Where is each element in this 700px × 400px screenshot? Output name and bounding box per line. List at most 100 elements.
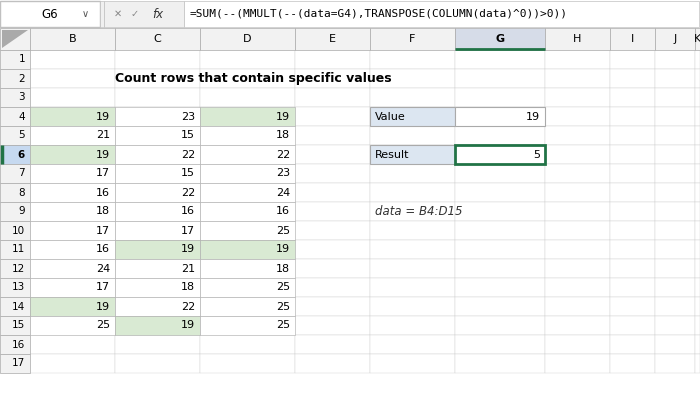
Bar <box>200 50 295 69</box>
Text: G6: G6 <box>42 8 58 20</box>
Bar <box>200 259 295 278</box>
Bar <box>184 1 699 27</box>
Bar <box>30 316 115 335</box>
Bar <box>0 240 30 259</box>
Bar <box>370 107 455 126</box>
Bar <box>115 126 200 145</box>
Bar <box>115 145 200 164</box>
Bar <box>545 221 610 240</box>
Bar <box>610 297 655 316</box>
Bar <box>455 259 545 278</box>
Bar <box>695 28 700 50</box>
Bar <box>295 297 370 316</box>
Bar <box>115 107 200 126</box>
Bar <box>200 335 295 354</box>
Bar <box>0 69 30 88</box>
Text: 16: 16 <box>96 244 110 254</box>
Bar <box>200 69 295 88</box>
Bar <box>370 50 455 69</box>
Text: 22: 22 <box>181 302 195 312</box>
Bar <box>295 354 370 373</box>
Bar <box>200 354 295 373</box>
Text: 16: 16 <box>96 188 110 198</box>
Bar <box>115 316 200 335</box>
Bar <box>370 316 455 335</box>
Bar <box>545 126 610 145</box>
Bar <box>115 28 200 50</box>
Bar <box>0 126 30 145</box>
Bar <box>200 221 295 240</box>
Bar <box>455 240 545 259</box>
Text: 18: 18 <box>276 264 290 274</box>
Text: 5: 5 <box>18 130 25 140</box>
Bar <box>455 28 545 50</box>
Bar <box>30 316 115 335</box>
Bar <box>545 69 610 88</box>
Bar <box>30 221 115 240</box>
Text: 15: 15 <box>181 130 195 140</box>
Bar <box>655 297 695 316</box>
Bar <box>695 164 700 183</box>
Bar <box>610 28 655 50</box>
Text: D: D <box>244 34 252 44</box>
Bar <box>115 107 200 126</box>
Bar <box>610 69 655 88</box>
Bar <box>610 278 655 297</box>
Text: 18: 18 <box>96 206 110 216</box>
Bar <box>30 145 115 164</box>
Bar <box>200 28 295 50</box>
Bar <box>370 335 455 354</box>
Bar <box>200 145 295 164</box>
Bar <box>545 335 610 354</box>
Bar <box>30 259 115 278</box>
Bar <box>115 69 200 88</box>
Bar <box>455 297 545 316</box>
Bar <box>455 335 545 354</box>
Bar <box>200 126 295 145</box>
Bar <box>545 183 610 202</box>
Text: 14: 14 <box>12 302 25 312</box>
Bar <box>695 183 700 202</box>
Bar <box>30 50 115 69</box>
Text: Result: Result <box>375 150 410 160</box>
Bar <box>30 126 115 145</box>
Bar <box>545 354 610 373</box>
Bar <box>655 107 695 126</box>
Bar <box>610 164 655 183</box>
Bar <box>115 126 200 145</box>
Bar <box>0 259 30 278</box>
Bar <box>115 164 200 183</box>
Bar <box>200 278 295 297</box>
Bar <box>295 107 370 126</box>
Bar <box>30 278 115 297</box>
Bar <box>0 221 30 240</box>
Bar <box>200 107 295 126</box>
Bar <box>655 202 695 221</box>
Bar <box>295 316 370 335</box>
Bar <box>200 88 295 107</box>
Text: 17: 17 <box>96 226 110 236</box>
Bar <box>655 316 695 335</box>
Bar <box>0 145 30 164</box>
Text: 24: 24 <box>276 188 290 198</box>
Text: B: B <box>69 34 76 44</box>
Bar <box>695 145 700 164</box>
Bar <box>30 202 115 221</box>
Bar <box>30 240 115 259</box>
Text: 16: 16 <box>181 206 195 216</box>
Bar <box>30 88 115 107</box>
Bar <box>100 1 104 27</box>
Text: 25: 25 <box>276 282 290 292</box>
Bar <box>200 202 295 221</box>
Bar <box>370 145 455 164</box>
Bar <box>610 126 655 145</box>
Bar <box>30 335 115 354</box>
Bar <box>370 69 455 88</box>
Bar <box>295 221 370 240</box>
Text: 18: 18 <box>181 282 195 292</box>
Bar <box>655 126 695 145</box>
Bar <box>695 240 700 259</box>
Text: E: E <box>329 34 336 44</box>
Bar <box>455 145 545 164</box>
Text: 19: 19 <box>96 150 110 160</box>
